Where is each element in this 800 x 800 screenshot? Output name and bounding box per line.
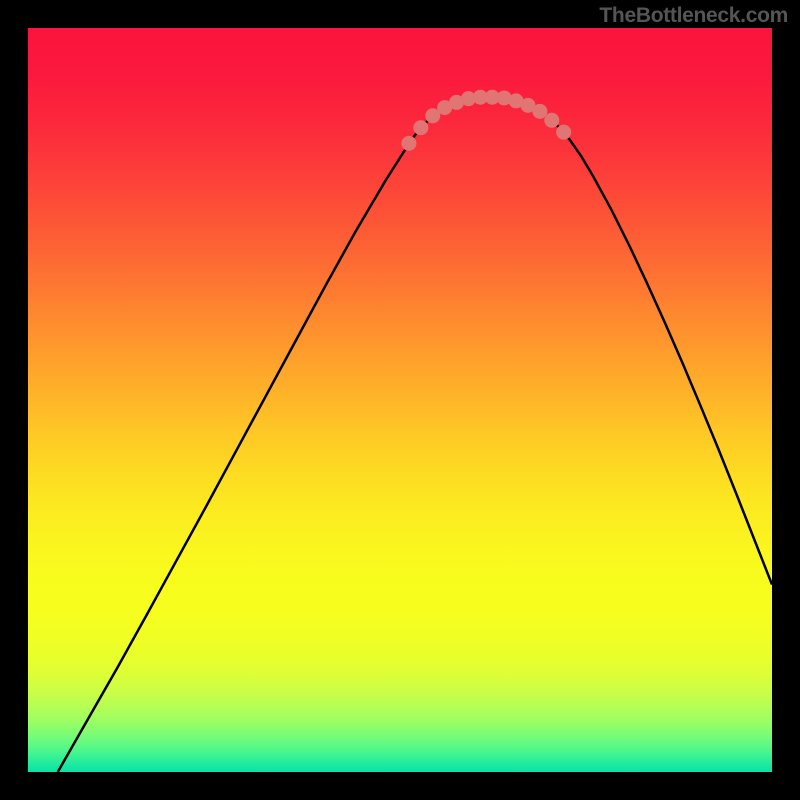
marker-point [414,121,428,135]
marker-point [557,125,571,139]
marker-point [402,136,416,150]
attribution-text: TheBottleneck.com [599,4,788,28]
bottleneck-plot: TheBottleneck.com [0,0,800,800]
marker-point [533,104,547,118]
marker-point [545,113,559,127]
plot-svg [0,0,800,800]
gradient-background [28,28,772,772]
marker-point [426,109,440,123]
